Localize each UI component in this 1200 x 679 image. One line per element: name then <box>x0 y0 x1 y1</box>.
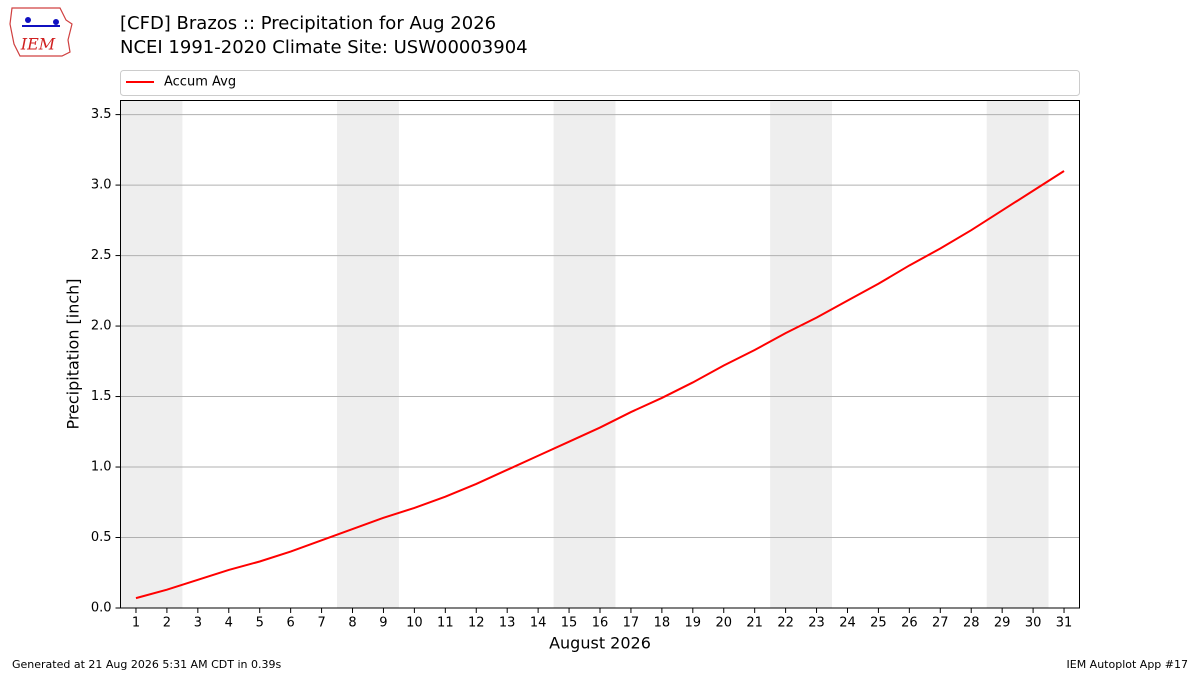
x-tick-label: 31 <box>1056 616 1073 631</box>
footer-left: Generated at 21 Aug 2026 5:31 AM CDT in … <box>12 658 281 671</box>
x-tick-label: 23 <box>808 616 825 631</box>
x-tick-label: 9 <box>379 616 387 631</box>
weekend-shade <box>120 100 183 608</box>
y-tick-label: 0.5 <box>91 530 112 545</box>
logo-text: IEM <box>20 35 56 54</box>
y-tick-label: 0.0 <box>91 601 112 616</box>
x-tick-label: 30 <box>1025 616 1042 631</box>
x-tick-label: 25 <box>870 616 887 631</box>
x-tick-label: 7 <box>317 616 325 631</box>
weekend-shade <box>553 100 616 608</box>
x-tick-label: 12 <box>468 616 485 631</box>
x-tick-label: 4 <box>225 616 233 631</box>
x-tick-label: 1 <box>132 616 140 631</box>
y-tick-label: 1.0 <box>91 460 112 475</box>
x-tick-label: 27 <box>932 616 949 631</box>
plot-frame <box>120 100 1080 609</box>
x-tick-label: 13 <box>499 616 516 631</box>
legend-box <box>120 70 1080 96</box>
x-tick-label: 26 <box>901 616 918 631</box>
y-axis-label: Precipitation [inch] <box>64 278 83 429</box>
y-tick-label: 1.5 <box>91 389 112 404</box>
x-tick-label: 20 <box>715 616 732 631</box>
y-tick-label: 3.5 <box>91 107 112 122</box>
x-tick-label: 11 <box>437 616 454 631</box>
x-tick-label: 29 <box>994 616 1011 631</box>
x-tick-label: 21 <box>746 616 763 631</box>
x-tick-label: 24 <box>839 616 856 631</box>
chart-subtitle: NCEI 1991-2020 Climate Site: USW00003904 <box>120 37 528 58</box>
x-tick-label: 22 <box>777 616 794 631</box>
x-tick-label: 28 <box>963 616 980 631</box>
x-tick-label: 6 <box>287 616 295 631</box>
legend-label: Accum Avg <box>164 75 236 90</box>
y-tick-label: 2.0 <box>91 319 112 334</box>
x-tick-label: 15 <box>561 616 578 631</box>
x-tick-label: 19 <box>685 616 702 631</box>
x-axis-label: August 2026 <box>549 634 651 653</box>
logo: IEM <box>9 7 73 57</box>
y-tick-label: 2.5 <box>91 248 112 263</box>
line-series <box>135 170 1065 600</box>
y-tick-label: 3.0 <box>91 178 112 193</box>
x-tick-label: 18 <box>654 616 671 631</box>
x-tick-label: 2 <box>163 616 171 631</box>
x-tick-label: 5 <box>256 616 264 631</box>
footer-right: IEM Autoplot App #17 <box>1067 658 1189 671</box>
x-tick-label: 14 <box>530 616 547 631</box>
weekend-shade <box>986 100 1049 608</box>
weekend-shade <box>770 100 833 608</box>
x-tick-label: 3 <box>194 616 202 631</box>
chart-title: [CFD] Brazos :: Precipitation for Aug 20… <box>120 13 496 34</box>
x-tick-label: 17 <box>623 616 640 631</box>
x-tick-label: 16 <box>592 616 609 631</box>
x-tick-label: 8 <box>348 616 356 631</box>
x-tick-label: 10 <box>406 616 423 631</box>
